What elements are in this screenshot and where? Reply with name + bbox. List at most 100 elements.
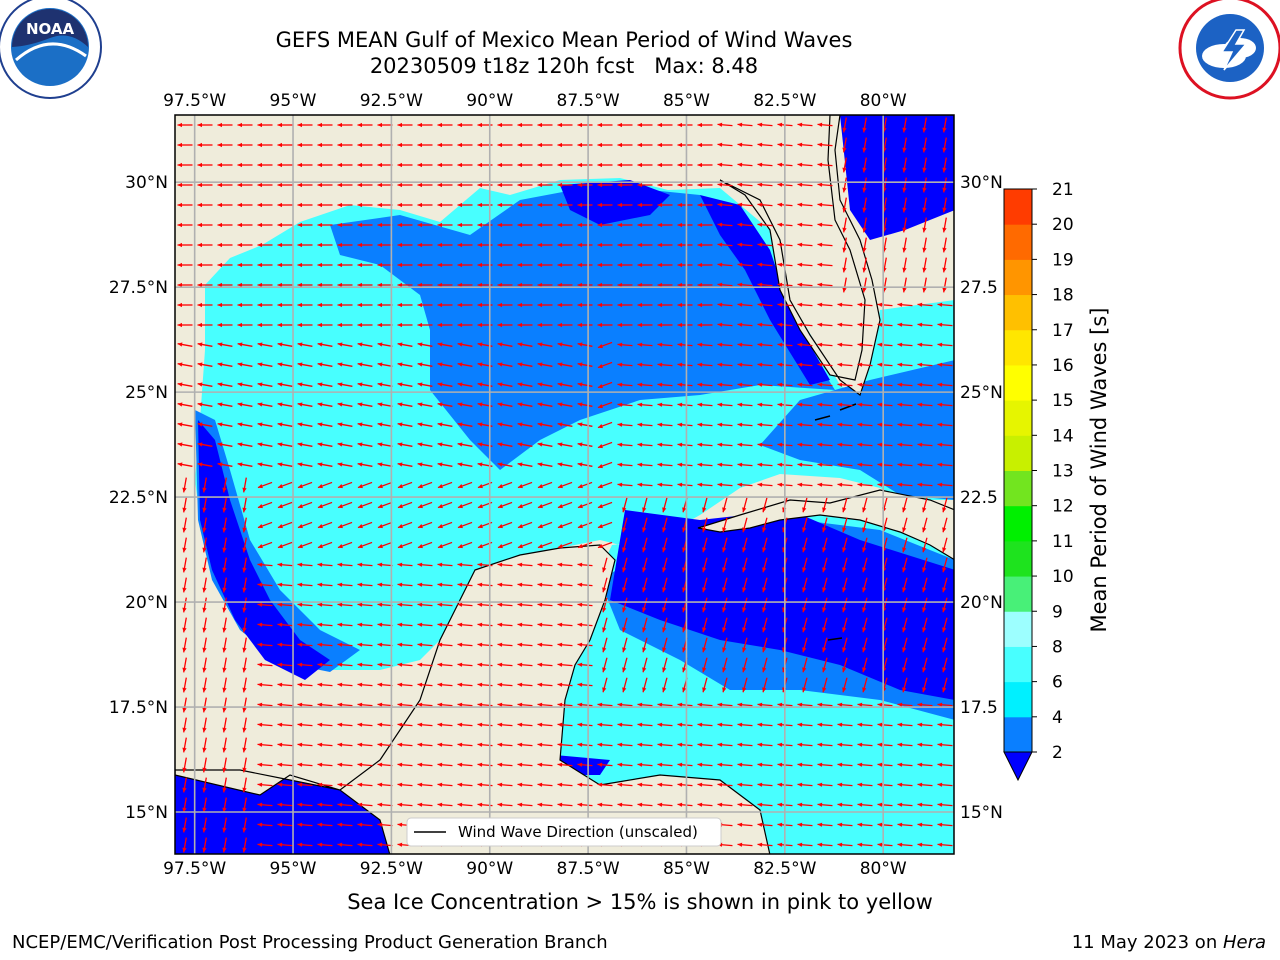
wave-arrow-head xyxy=(942,607,947,613)
wave-arrow-head xyxy=(217,462,223,467)
wave-arrow-head xyxy=(357,202,363,208)
wave-arrow-head xyxy=(297,282,303,288)
wave-arrow-head xyxy=(317,562,323,567)
wave-arrow-head xyxy=(817,222,823,227)
florida-land xyxy=(719,115,954,396)
wave-arrow-head xyxy=(557,142,563,148)
wave-arrow-head xyxy=(242,707,247,713)
wave-arrow-head xyxy=(202,667,207,673)
wave-arrow-head xyxy=(197,202,203,208)
wave-arrow-head xyxy=(937,362,943,367)
wave-arrow-head xyxy=(297,503,303,509)
legend-label: Wind Wave Direction (unscaled) xyxy=(458,823,698,841)
wave-arrow-head xyxy=(802,687,807,693)
wave-arrow-head xyxy=(277,182,283,188)
wave-arrow-head xyxy=(477,282,483,288)
wave-arrow-head xyxy=(337,322,343,328)
wave-arrow-head xyxy=(397,222,403,228)
wave-arrow-head xyxy=(397,842,403,847)
wave-arrow-head xyxy=(757,222,763,227)
wave-arrow-head xyxy=(377,622,383,627)
wave-arrow-head xyxy=(757,322,763,327)
wave-arrow-head xyxy=(377,602,383,607)
wave-arrow-head xyxy=(657,382,663,387)
lat-labels-right: 30°N 27.5 25°N 22.5 20°N 17.5 15°N xyxy=(960,173,1003,823)
wave-arrow-head xyxy=(317,122,323,128)
lon-label-top: 90°W xyxy=(466,91,513,111)
wave-arrow-head xyxy=(177,202,183,208)
wave-arrow-head xyxy=(822,527,827,533)
wave-arrow-head xyxy=(917,722,923,727)
wave-arrow-head xyxy=(637,422,643,427)
wave-arrow-head xyxy=(897,402,903,407)
wave-arrow-head xyxy=(397,362,403,367)
lat-label-left: 30°N xyxy=(125,173,168,193)
wave-arrow-head xyxy=(637,302,643,308)
wave-arrow-head xyxy=(737,302,743,307)
wave-arrow-head xyxy=(417,442,423,447)
wave-arrow-head xyxy=(357,822,363,827)
wave-arrow-head xyxy=(397,782,403,787)
wave-arrow-head xyxy=(797,322,803,327)
wave-arrow-head xyxy=(737,242,743,247)
wave-arrow-head xyxy=(922,287,927,293)
wave-arrow-head xyxy=(702,587,707,593)
wave-arrow-head xyxy=(197,262,203,268)
wave-arrow-head xyxy=(897,422,903,427)
wave-arrow-head xyxy=(557,622,563,627)
wave-arrow-head xyxy=(802,507,807,513)
wave-arrow-head xyxy=(377,262,383,268)
wave-arrow-head xyxy=(722,647,727,653)
wave-arrow-head xyxy=(837,762,843,767)
wave-arrow-head xyxy=(177,122,183,128)
wave-arrow-head xyxy=(517,622,523,627)
wave-arrow-head xyxy=(557,262,563,268)
wave-arrow-head xyxy=(357,582,363,587)
wave-arrow-head xyxy=(942,507,947,513)
wave-arrow-head xyxy=(317,282,323,288)
wave-arrow-head xyxy=(337,382,343,387)
wave-arrow-head xyxy=(257,202,263,208)
wave-arrow-head xyxy=(677,742,683,747)
wave-arrow-head xyxy=(577,362,583,367)
wave-arrow-head xyxy=(862,687,867,693)
wave-arrow-head xyxy=(557,662,563,667)
wave-arrow-head xyxy=(617,482,623,487)
wave-arrow-head xyxy=(677,162,683,168)
wave-arrow-head xyxy=(457,262,463,268)
sea-ice-note: Sea Ice Concentration > 15% is shown in … xyxy=(347,890,933,914)
wave-arrow-head xyxy=(297,262,303,268)
wave-arrow-head xyxy=(602,587,607,593)
wave-arrow-head xyxy=(357,422,363,427)
wave-arrow-head xyxy=(677,282,683,288)
wave-arrow-head xyxy=(297,322,303,328)
wave-arrow-head xyxy=(817,462,823,467)
wave-arrow-head xyxy=(397,382,403,387)
wave-arrow-head xyxy=(577,222,583,228)
wave-arrow-head xyxy=(737,802,743,807)
wave-arrow-head xyxy=(557,462,563,467)
wave-arrow-head xyxy=(537,222,543,228)
wave-arrow-head xyxy=(797,442,803,447)
wave-arrow-head xyxy=(497,362,503,367)
wave-arrow-head xyxy=(777,482,783,487)
wave-arrow-head xyxy=(757,282,763,287)
wave-arrow-head xyxy=(777,142,783,147)
wave-arrow-head xyxy=(397,742,403,747)
wave-arrow-head xyxy=(617,722,623,727)
wave-arrow-head xyxy=(202,747,207,753)
wave-arrow-head xyxy=(537,162,543,168)
wave-arrow-head xyxy=(517,523,523,529)
wave-arrow-head xyxy=(942,127,947,133)
wave-arrow-head xyxy=(897,382,903,387)
wave-arrow-head xyxy=(257,382,263,387)
wave-arrow-head xyxy=(922,667,927,673)
wave-arrow-head xyxy=(457,182,463,188)
wave-arrow-head xyxy=(937,822,943,827)
wave-arrow-head xyxy=(437,382,443,387)
wave-arrow-head xyxy=(217,162,223,168)
wave-arrow-head xyxy=(217,302,223,308)
wave-arrow-head xyxy=(557,722,563,727)
wave-arrow-head xyxy=(577,162,583,168)
wave-arrow-head xyxy=(517,422,523,427)
